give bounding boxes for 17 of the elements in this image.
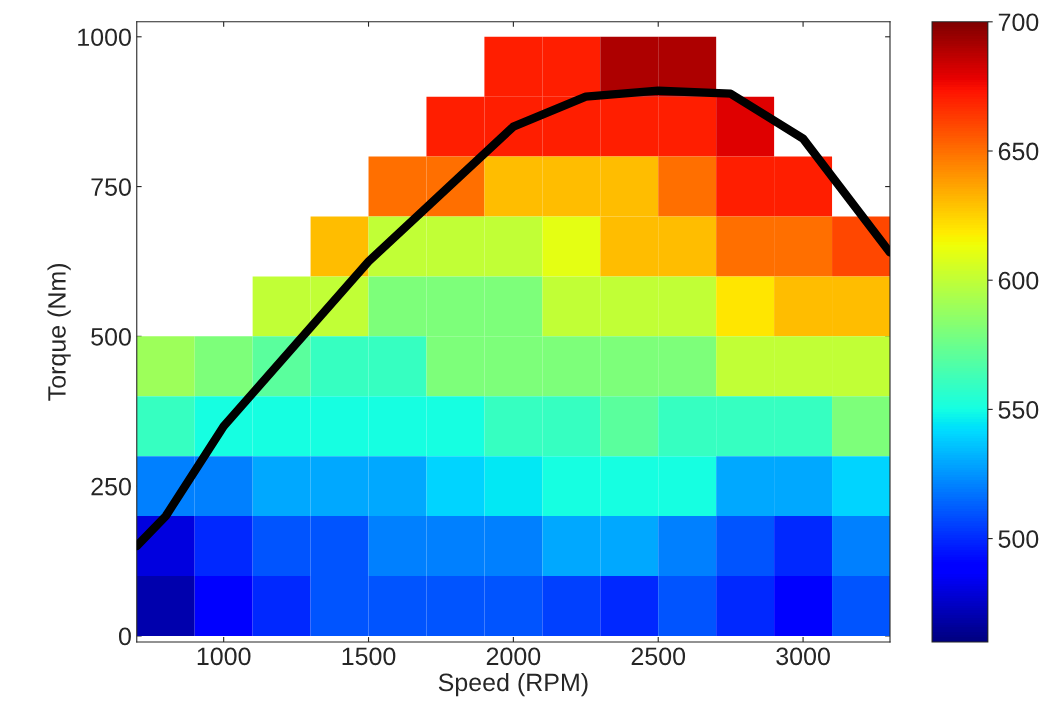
y-axis-title: Torque (Nm) — [47, 263, 71, 401]
y-tick-label: 1000 — [78, 28, 131, 47]
x-tick-label: 3000 — [776, 647, 830, 666]
x-tick-label: 1500 — [342, 647, 396, 666]
y-tick-label: 0 — [118, 627, 131, 646]
color-bar-label: 650 — [998, 142, 1039, 161]
y-tick-label: 250 — [91, 477, 131, 496]
x-axis-title: Speed (RPM) — [438, 672, 588, 697]
x-tick-label: 2500 — [631, 647, 686, 666]
y-tick-label: 750 — [91, 178, 131, 196]
x-tick-label: 2000 — [486, 647, 541, 666]
color-bar-label: 700 — [998, 13, 1039, 32]
color-bar-label: 600 — [998, 271, 1039, 290]
color-bar-label: 550 — [998, 400, 1039, 419]
y-tick-label: 500 — [91, 327, 131, 346]
x-tick-label: 1000 — [197, 647, 251, 666]
color-bar-label: 500 — [998, 530, 1039, 548]
